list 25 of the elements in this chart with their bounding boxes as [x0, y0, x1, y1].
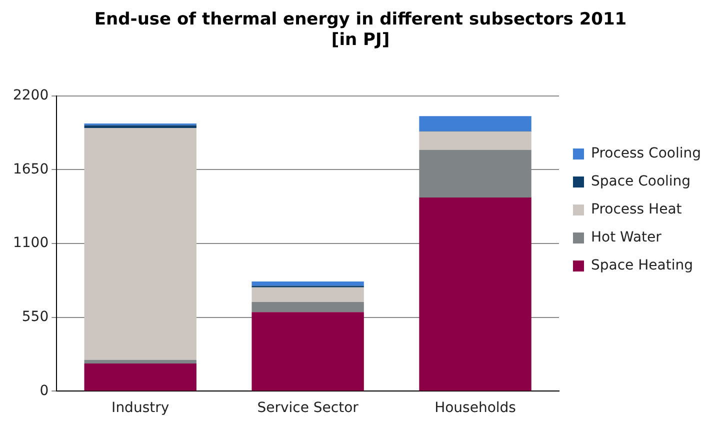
- chart-title: End-use of thermal energy in different subsectors 2011 [in PJ]: [94, 10, 627, 50]
- y-tick-label: 1650: [12, 161, 49, 178]
- bar: [84, 364, 196, 391]
- y-tick-label: 550: [22, 308, 49, 325]
- legend-label: Process Heat: [590, 202, 682, 218]
- y-tick-label: 0: [40, 382, 49, 399]
- legend-label: Space Heating: [590, 258, 693, 274]
- x-tick-label: Industry: [112, 400, 170, 416]
- y-tick-label: 2200: [12, 87, 49, 104]
- bar: [419, 197, 532, 391]
- legend-label: Space Cooling: [590, 174, 691, 190]
- x-tick-label: Households: [434, 400, 516, 416]
- bar: [252, 302, 364, 312]
- legend-label: Hot Water: [590, 230, 662, 246]
- x-tick-label: Service Sector: [257, 400, 359, 416]
- bar: [419, 116, 532, 132]
- legend-label: Process Cooling: [590, 146, 702, 162]
- y-tick-label: 1100: [12, 235, 49, 252]
- bar: [84, 125, 196, 128]
- bar: [84, 128, 196, 360]
- bar: [419, 132, 532, 150]
- bar: [252, 312, 364, 391]
- bar: [84, 360, 196, 364]
- bar: [252, 287, 364, 302]
- bar: [252, 282, 364, 286]
